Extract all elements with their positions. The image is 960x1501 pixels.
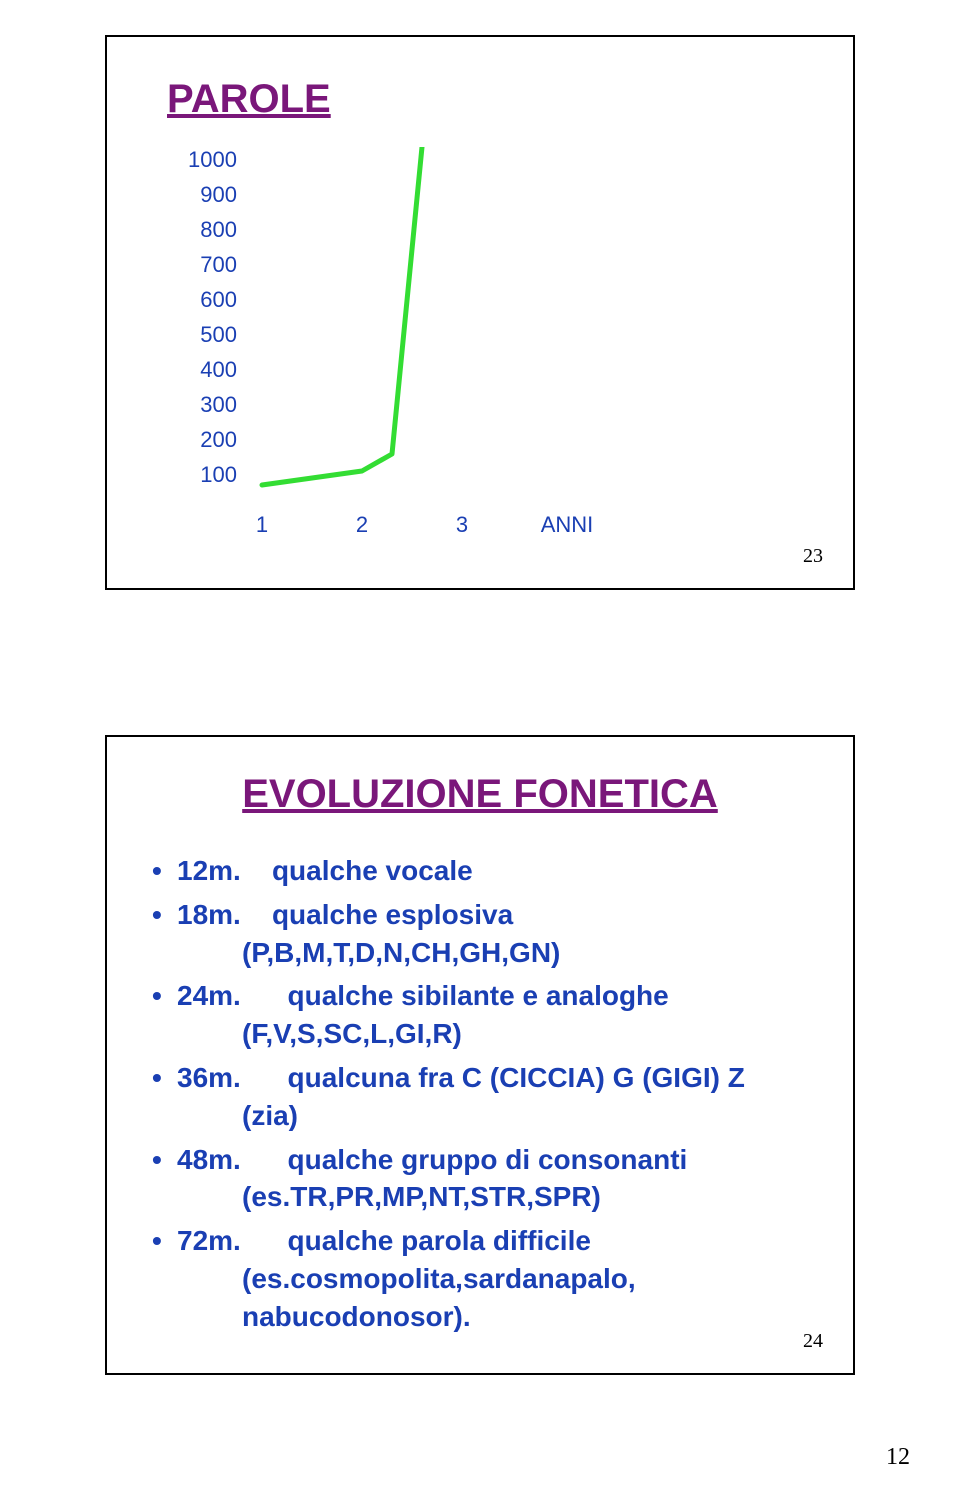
y-tick-label: 300 xyxy=(177,392,237,418)
bullet-text: qualche esplosiva xyxy=(272,899,513,930)
line-chart-svg xyxy=(247,147,587,507)
bullet-item: 48m. qualche gruppo di consonanti (es.TR… xyxy=(152,1141,813,1217)
y-tick-label: 900 xyxy=(177,182,237,208)
y-tick-label: 400 xyxy=(177,357,237,383)
bullet-lead: 36m. xyxy=(177,1062,241,1093)
bullet-text: qualche vocale xyxy=(272,855,473,886)
slide-1-title: PAROLE xyxy=(167,77,331,122)
bullet-item: 18m. qualche esplosiva (P,B,M,T,D,N,CH,G… xyxy=(152,896,813,972)
y-tick-label: 1000 xyxy=(177,147,237,173)
x-tick-label: 3 xyxy=(442,512,482,538)
slide-2-title: EVOLUZIONE FONETICA xyxy=(107,772,853,817)
bullet-lead: 72m. xyxy=(177,1225,241,1256)
bullet-indent: nabucodonosor). xyxy=(177,1298,813,1336)
x-tick-label: ANNI xyxy=(527,512,607,538)
bullet-lead: 24m. xyxy=(177,980,241,1011)
y-tick-label: 100 xyxy=(177,462,237,488)
chart-area: 1000 900 800 700 600 500 400 300 200 100… xyxy=(247,147,587,497)
bullet-item: 24m. qualche sibilante e analoghe (F,V,S… xyxy=(152,977,813,1053)
bullet-lead: 48m. xyxy=(177,1144,241,1175)
bullet-item: 12m. qualche vocale xyxy=(152,852,813,890)
bullet-indent: (F,V,S,SC,L,GI,R) xyxy=(177,1015,813,1053)
bullet-lead: 18m. xyxy=(177,899,241,930)
bullet-text: qualche parola difficile xyxy=(288,1225,591,1256)
bullet-text: qualche sibilante e analoghe xyxy=(288,980,669,1011)
bullet-indent: (es.TR,PR,MP,NT,STR,SPR) xyxy=(177,1178,813,1216)
slide-1-box: PAROLE 1000 900 800 700 600 500 400 300 … xyxy=(105,35,855,590)
bullet-item: 72m. qualche parola difficile (es.cosmop… xyxy=(152,1222,813,1335)
y-tick-label: 800 xyxy=(177,217,237,243)
y-tick-label: 700 xyxy=(177,252,237,278)
bullet-indent: (es.cosmopolita,sardanapalo, xyxy=(177,1260,813,1298)
chart-line xyxy=(262,147,422,485)
page-number: 12 xyxy=(886,1444,910,1471)
y-tick-label: 600 xyxy=(177,287,237,313)
y-tick-label: 200 xyxy=(177,427,237,453)
bullet-lead: 12m. xyxy=(177,855,241,886)
slide-number: 23 xyxy=(803,545,823,568)
bullet-indent: (zia) xyxy=(177,1097,813,1135)
y-tick-label: 500 xyxy=(177,322,237,348)
bullet-item: 36m. qualcuna fra C (CICCIA) G (GIGI) Z … xyxy=(152,1059,813,1135)
slide-2-box: EVOLUZIONE FONETICA 12m. qualche vocale … xyxy=(105,735,855,1375)
bullet-list: 12m. qualche vocale 18m. qualche esplosi… xyxy=(152,852,813,1342)
bullet-indent: (P,B,M,T,D,N,CH,GH,GN) xyxy=(177,934,813,972)
slide-number: 24 xyxy=(803,1330,823,1353)
x-tick-label: 1 xyxy=(242,512,282,538)
bullet-text: qualcuna fra C (CICCIA) G (GIGI) Z xyxy=(288,1062,745,1093)
x-tick-label: 2 xyxy=(342,512,382,538)
bullet-text: qualche gruppo di consonanti xyxy=(288,1144,688,1175)
